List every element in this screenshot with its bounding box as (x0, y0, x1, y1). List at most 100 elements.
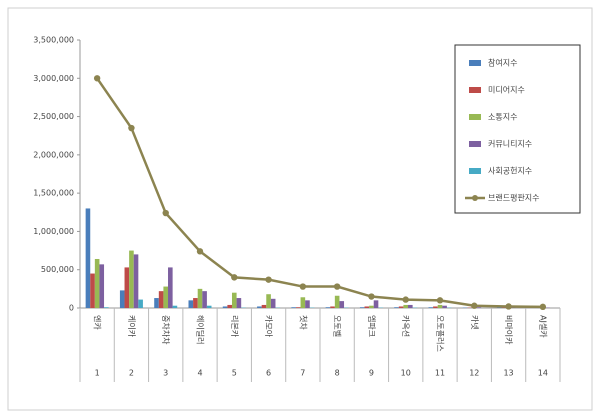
legend-label: 커뮤니티지수 (488, 139, 532, 149)
y-tick-label: 500,000 (41, 265, 74, 274)
rank-label: 9 (369, 369, 374, 378)
legend-swatch (469, 168, 481, 174)
bar (119, 290, 125, 308)
bar (193, 298, 198, 308)
legend-swatch (469, 114, 481, 120)
line-marker (368, 293, 375, 300)
bar (158, 291, 164, 308)
bar (188, 300, 194, 308)
y-tick-label: 1,000,000 (33, 227, 74, 236)
bar (129, 250, 134, 308)
bar (359, 307, 365, 308)
x-tick-label: 카옥션 (401, 315, 411, 337)
line-marker (162, 209, 169, 217)
bar (231, 292, 237, 308)
bar (124, 267, 130, 308)
bar (270, 298, 276, 308)
rank-label: 4 (197, 369, 202, 378)
y-tick-label: 3,000,000 (33, 74, 74, 83)
line-marker (402, 296, 409, 303)
x-tick-label: AJ셀카 (538, 315, 548, 338)
line-marker (505, 303, 512, 310)
bar (305, 300, 310, 308)
bar (90, 273, 95, 308)
line-marker (436, 297, 444, 304)
bar (295, 307, 301, 308)
bar (476, 307, 482, 308)
legend-label: 참여지수 (488, 58, 517, 68)
bar (437, 304, 443, 308)
bar (202, 291, 207, 308)
y-tick-label: 3,500,000 (33, 36, 74, 45)
bar (266, 294, 271, 308)
y-tick-label: 0 (69, 304, 74, 313)
line-marker (231, 274, 238, 281)
rank-label: 7 (300, 369, 305, 378)
rank-label: 6 (266, 369, 271, 378)
bar (403, 304, 409, 308)
x-tick-label: 엠파크 (367, 315, 377, 337)
bar (104, 307, 109, 308)
legend-swatch (469, 87, 481, 93)
rank-label: 11 (435, 369, 445, 378)
rank-label: 14 (538, 369, 548, 378)
bar (408, 304, 413, 308)
bar (339, 301, 345, 308)
bar (99, 264, 105, 308)
bar (325, 307, 331, 308)
y-tick-label: 2,000,000 (33, 150, 74, 159)
legend-label: 소통지수 (488, 113, 517, 122)
bar (257, 306, 262, 308)
bar (369, 305, 374, 308)
bar (236, 298, 242, 308)
x-tick-label: 헤이딜러 (196, 315, 206, 344)
y-tick-label: 1,500,000 (33, 189, 74, 198)
x-tick-label: 엔카 (93, 315, 103, 330)
line-marker (265, 276, 272, 283)
line-marker (93, 75, 101, 82)
line-marker (333, 283, 341, 290)
line-marker (471, 302, 478, 309)
line-marker (539, 303, 547, 311)
bar (373, 300, 379, 308)
rank-label: 12 (469, 369, 479, 378)
bar (94, 258, 100, 308)
bar (206, 305, 212, 308)
rank-label: 5 (232, 369, 237, 378)
x-tick-label: 카모아 (264, 315, 274, 338)
line-marker (128, 124, 135, 132)
x-tick-label: 비마이카 (504, 315, 514, 345)
bar (334, 295, 340, 308)
line-marker (299, 283, 307, 290)
line (96, 77, 543, 309)
bar (154, 298, 159, 308)
bar (133, 254, 139, 308)
bar (163, 286, 169, 308)
bar (428, 307, 434, 308)
bar (364, 306, 370, 308)
bar (300, 297, 306, 308)
bar (222, 306, 228, 308)
legend-marker (472, 195, 478, 201)
x-tick-label: 오토플러스 (436, 315, 445, 352)
x-tick-label: 첫차 (298, 315, 307, 330)
y-tick-label: 2,500,000 (33, 112, 74, 121)
rank-label: 1 (95, 369, 100, 378)
bar (85, 208, 91, 308)
bar (398, 306, 404, 308)
bar (227, 304, 232, 308)
legend-label: 미디어지수 (488, 85, 525, 95)
legend-label: 브랜드평판지수 (488, 193, 540, 203)
legend-swatch (469, 141, 481, 147)
line-marker (196, 248, 204, 255)
x-tick-label: 리본카 (230, 315, 239, 338)
legend-swatch (469, 60, 481, 66)
bar (291, 307, 296, 308)
rank-label: 3 (163, 369, 168, 378)
x-tick-label: 케이카 (127, 315, 137, 338)
rank-label: 2 (129, 369, 134, 378)
bar (197, 288, 203, 308)
x-tick-label: 오토벨 (333, 315, 343, 337)
